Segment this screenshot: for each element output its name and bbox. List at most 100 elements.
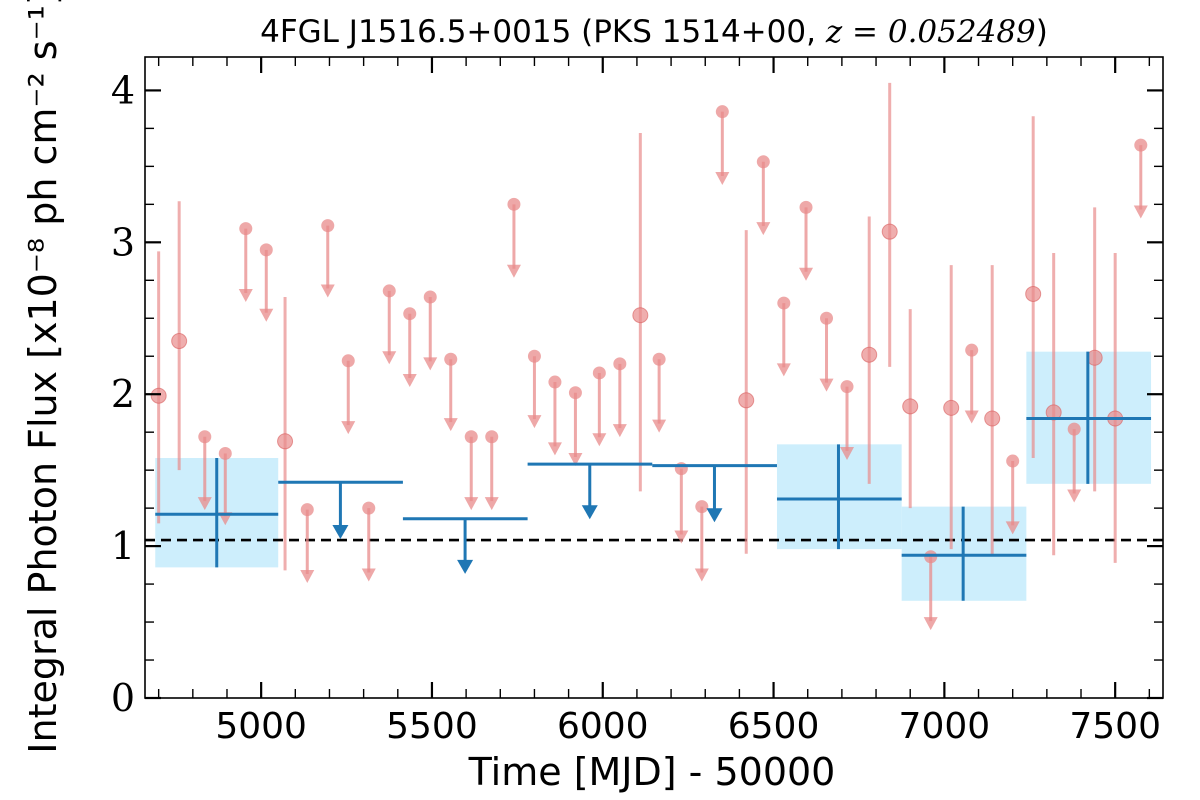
upper-limit-arrowhead xyxy=(259,308,274,322)
upper-limit-arrowhead xyxy=(484,497,499,511)
upper-limit-arrowhead xyxy=(652,419,667,433)
upper-limit-arrowhead xyxy=(694,568,709,582)
upper-limit-arrowhead xyxy=(592,433,607,447)
upper-limit-arrowhead xyxy=(464,497,479,511)
upper-limit-point xyxy=(613,357,627,371)
upper-limit-point xyxy=(1067,422,1081,436)
chart-title-close: ) xyxy=(1036,14,1048,50)
upper-limit-point xyxy=(840,380,854,394)
upper-limit-point xyxy=(715,105,729,119)
detection-point xyxy=(1025,285,1042,302)
chart-title: 4FGL J1516.5+0015 (PKS 1514+00, z = 0.05… xyxy=(260,14,1048,50)
plot-area: 5000 5500 6000 6500 7000 7500 0 1 2 3 4 xyxy=(111,56,1164,747)
x-tick-label: 7500 xyxy=(1069,706,1161,747)
upper-limit-arrowhead xyxy=(238,288,253,302)
upper-limit-point xyxy=(198,430,212,444)
upper-limit-arrowhead xyxy=(799,267,814,281)
upper-limit-point xyxy=(820,311,834,325)
upper-limit-point xyxy=(527,349,541,363)
upper-limit-arrowhead xyxy=(776,363,791,377)
upper-limit-point xyxy=(965,343,979,357)
upper-limit-arrowhead xyxy=(715,172,730,186)
long-bin-ul-arrowhead xyxy=(581,505,598,520)
y-tick-label: 4 xyxy=(111,68,135,112)
detection-point xyxy=(171,333,188,350)
x-tick-label: 5000 xyxy=(215,706,307,747)
upper-limit-arrowhead xyxy=(361,568,376,582)
upper-limit-arrowhead xyxy=(756,222,771,236)
upper-limit-point xyxy=(674,462,688,476)
upper-limit-point xyxy=(1134,138,1148,152)
upper-limit-point xyxy=(1006,454,1020,468)
upper-limit-point xyxy=(924,550,938,564)
detection-point xyxy=(943,399,960,416)
upper-limit-point xyxy=(548,375,562,389)
detection-point xyxy=(277,433,294,450)
upper-limit-point xyxy=(507,197,521,211)
x-tick-label: 5500 xyxy=(386,706,478,747)
upper-limit-arrowhead xyxy=(423,357,438,371)
upper-limit-point xyxy=(382,284,396,298)
x-tick-label: 6000 xyxy=(557,706,649,747)
y-tick-label: 3 xyxy=(111,220,135,264)
y-tick-label: 1 xyxy=(111,524,135,568)
upper-limit-point xyxy=(799,200,813,214)
detection-point xyxy=(150,387,167,404)
upper-limit-point xyxy=(695,500,709,514)
upper-limit-arrowhead xyxy=(1005,521,1020,535)
x-tick-label: 7000 xyxy=(899,706,991,747)
upper-limit-arrowhead xyxy=(612,424,627,438)
y-axis-label: Integral Photon Flux [x10⁻⁸ ph cm⁻² s⁻¹] xyxy=(21,0,65,754)
plot-marks xyxy=(145,82,1163,631)
upper-limit-point xyxy=(362,501,376,515)
upper-limit-arrowhead xyxy=(568,453,583,467)
upper-limit-arrowhead xyxy=(923,617,938,631)
upper-limit-point xyxy=(485,430,499,444)
plot-frame xyxy=(144,56,1164,699)
upper-limit-point xyxy=(592,366,606,380)
long-bin-ul-arrowhead xyxy=(706,508,723,523)
detection-point xyxy=(984,410,1001,427)
upper-limit-arrowhead xyxy=(964,410,979,424)
chart-title-redshift: z = 0.052489 xyxy=(825,14,1036,50)
upper-limit-arrowhead xyxy=(402,374,417,388)
upper-limit-arrowhead xyxy=(1067,489,1082,503)
upper-limit-arrowhead xyxy=(382,351,397,365)
detection-point xyxy=(902,398,919,415)
upper-limit-point xyxy=(321,219,335,233)
upper-limit-arrowhead xyxy=(341,421,356,435)
upper-limit-point xyxy=(464,430,478,444)
upper-limit-point xyxy=(259,243,273,257)
upper-limit-point xyxy=(756,155,770,169)
upper-limit-point xyxy=(218,446,232,460)
upper-limit-point xyxy=(341,354,355,368)
upper-limit-arrowhead xyxy=(547,442,562,456)
upper-limit-arrowhead xyxy=(674,530,689,544)
upper-limit-point xyxy=(300,503,314,517)
upper-limit-arrowhead xyxy=(527,415,542,429)
upper-limit-arrowhead xyxy=(840,446,855,460)
x-tick-label: 6500 xyxy=(728,706,820,747)
upper-limit-arrowhead xyxy=(1133,205,1148,219)
detection-point xyxy=(1086,349,1103,366)
upper-limit-point xyxy=(239,222,253,236)
long-bin-ul-arrowhead xyxy=(457,559,474,574)
upper-limit-arrowhead xyxy=(443,418,458,432)
upper-limit-point xyxy=(777,296,791,310)
upper-limit-arrowhead xyxy=(320,284,335,298)
upper-limit-arrowhead xyxy=(506,264,521,278)
upper-limit-point xyxy=(652,352,666,366)
upper-limit-point xyxy=(444,352,458,366)
detection-point xyxy=(881,223,898,240)
y-tick-label: 2 xyxy=(111,372,135,416)
upper-limit-arrowhead xyxy=(819,378,834,392)
upper-limit-arrowhead xyxy=(300,570,315,584)
x-axis-label: Time [MJD] - 50000 xyxy=(468,750,836,794)
chart-title-main: 4FGL J1516.5+0015 (PKS 1514+00, xyxy=(260,14,826,50)
detection-point xyxy=(632,307,649,324)
y-tick-label: 0 xyxy=(111,676,135,720)
upper-limit-arrowhead xyxy=(197,497,212,511)
long-bin-ul-arrowhead xyxy=(332,524,349,539)
